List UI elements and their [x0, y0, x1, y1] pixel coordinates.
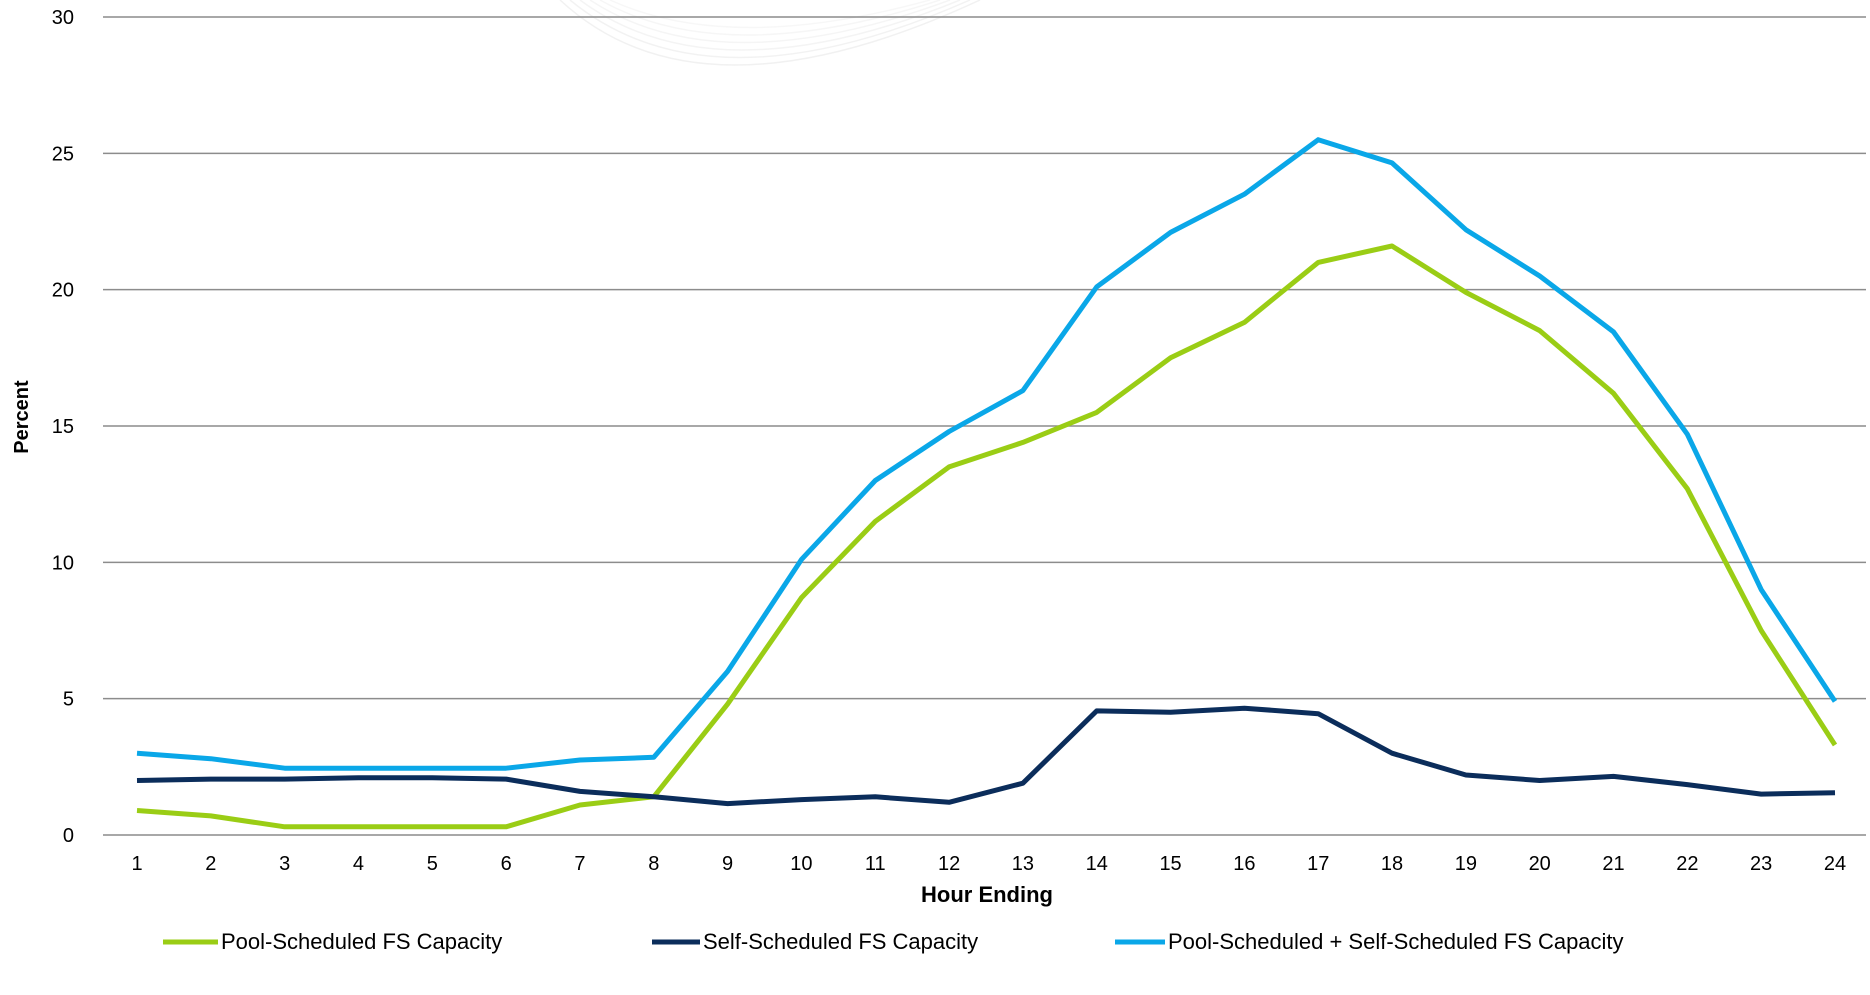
- x-tick-label: 6: [501, 853, 512, 875]
- x-tick-label: 5: [427, 853, 438, 875]
- series-line-3: [136, 137, 1838, 771]
- x-tick-label: 22: [1676, 853, 1698, 875]
- legend-item: Pool-Scheduled FS Capacity: [163, 929, 502, 954]
- x-tick-label: 17: [1307, 853, 1329, 875]
- legend-item: Self-Scheduled FS Capacity: [652, 929, 978, 954]
- x-tick-label: 11: [865, 853, 886, 875]
- y-tick-label: 25: [52, 143, 74, 165]
- y-axis-label: Percent: [11, 380, 33, 454]
- legend-item: Pool-Scheduled + Self-Scheduled FS Capac…: [1115, 929, 1624, 954]
- series-line-2: [136, 705, 1836, 807]
- legend-label: Pool-Scheduled FS Capacity: [221, 929, 502, 954]
- x-tick-label: 21: [1602, 853, 1624, 875]
- y-tick-label: 20: [52, 280, 74, 302]
- y-tick-label: 0: [63, 825, 74, 847]
- x-tick-label: 10: [790, 853, 812, 875]
- x-tick-label: 18: [1381, 853, 1403, 875]
- x-tick-label: 2: [205, 853, 216, 875]
- watermark-arcs: [559, 0, 981, 66]
- gridlines: [103, 16, 1866, 700]
- y-tick-label: 10: [52, 552, 74, 574]
- x-tick-label: 24: [1824, 853, 1846, 875]
- x-tick-label: 8: [648, 853, 659, 875]
- x-tick-label: 14: [1086, 853, 1108, 875]
- x-tick-label: 13: [1012, 853, 1034, 875]
- x-axis-label: Hour Ending: [921, 882, 1053, 907]
- x-tick-label: 4: [353, 853, 364, 875]
- series-lines: [136, 137, 1838, 830]
- legend: Pool-Scheduled FS Capacity Self-Scheduled…: [163, 929, 1624, 954]
- x-tick-label: 12: [938, 853, 960, 875]
- x-tick-label: 9: [722, 853, 733, 875]
- legend-label: Self-Scheduled FS Capacity: [703, 929, 978, 954]
- x-tick-label: 20: [1529, 853, 1551, 875]
- y-tick-label: 30: [52, 7, 74, 29]
- x-tick-label: 7: [574, 853, 585, 875]
- x-tick-label: 16: [1233, 853, 1255, 875]
- y-tick-label: 5: [63, 689, 74, 711]
- x-tick-label: 19: [1455, 853, 1477, 875]
- series-line-1: [136, 243, 1838, 830]
- x-tick-label: 3: [279, 853, 290, 875]
- x-tick-label: 23: [1750, 853, 1772, 875]
- x-tick-label: 15: [1159, 853, 1181, 875]
- y-tick-label: 15: [52, 416, 74, 438]
- x-tick-label: 1: [131, 853, 142, 875]
- legend-label: Pool-Scheduled + Self-Scheduled FS Capac…: [1168, 929, 1624, 954]
